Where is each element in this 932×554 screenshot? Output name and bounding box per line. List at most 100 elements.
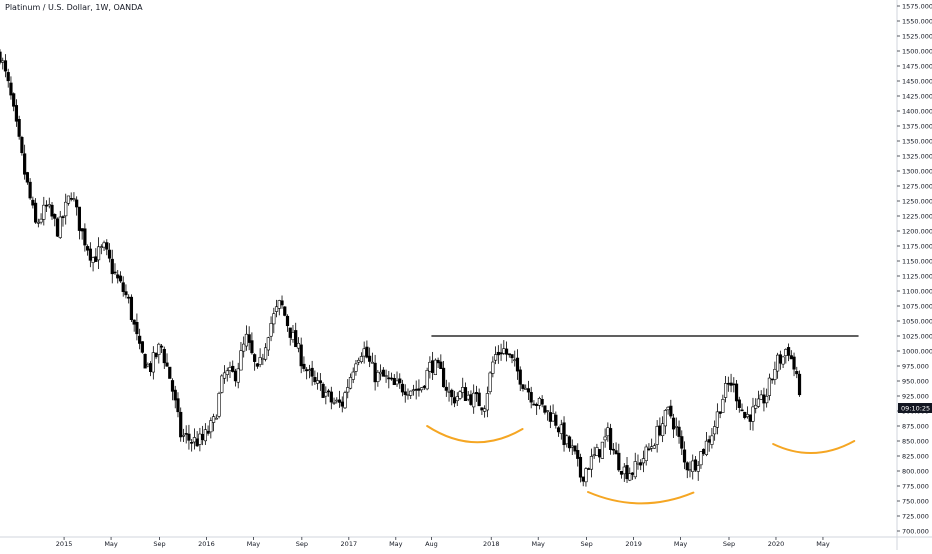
candle-body: [247, 334, 251, 343]
candle-body: [420, 387, 424, 391]
candle-body: [756, 398, 761, 407]
candle-body: [532, 403, 536, 406]
candle-body: [91, 257, 95, 263]
price-axis-label: 975.000: [902, 362, 929, 370]
candle-body: [661, 423, 665, 437]
candle-body: [759, 394, 763, 400]
candle-body: [195, 438, 199, 447]
candle-body: [42, 204, 46, 220]
candle-body: [529, 392, 533, 403]
candle-body: [381, 369, 385, 377]
candle-body: [77, 206, 82, 231]
candle-body: [140, 341, 144, 353]
candle-body: [33, 202, 38, 223]
candle-body: [58, 216, 62, 238]
candle-body: [515, 357, 520, 372]
candle-body: [789, 355, 793, 360]
price-axis-label: 1000.000: [902, 347, 932, 355]
candle-body: [691, 460, 695, 472]
candle-body: [261, 358, 265, 360]
candle-body: [209, 420, 213, 433]
candle-body: [431, 360, 435, 373]
candle-body: [310, 367, 314, 377]
candle-body: [452, 397, 457, 404]
candle-body: [743, 411, 747, 418]
price-axis-label: 1125.000: [902, 272, 932, 280]
candle-body: [543, 405, 547, 413]
candle-body: [540, 399, 544, 405]
chart-title: Platinum / U.S. Dollar, 1W, OANDA: [5, 3, 143, 12]
candle-body: [688, 469, 692, 472]
price-axis-label: 800.000: [902, 467, 929, 475]
candle-body: [562, 422, 566, 446]
candle-body: [463, 387, 468, 401]
candle-body: [340, 401, 344, 407]
candle-body: [17, 119, 21, 137]
candle-body: [55, 218, 60, 237]
candle-body: [94, 256, 98, 262]
candle-body: [546, 410, 550, 412]
candle-body: [23, 153, 27, 175]
candle-body: [633, 461, 637, 478]
candle-body: [784, 349, 788, 356]
candle-body: [187, 433, 191, 441]
candle-body: [677, 426, 681, 437]
candle-body: [378, 371, 383, 375]
time-axis-label: May: [674, 540, 688, 548]
candle-body: [66, 195, 71, 204]
candle-body: [477, 392, 481, 407]
candle-body: [299, 344, 303, 367]
candle-body: [773, 368, 777, 380]
candle-body: [595, 447, 599, 456]
candle-body: [504, 348, 509, 355]
candle-body: [483, 408, 487, 412]
candle-body: [715, 411, 719, 428]
candle-body: [272, 313, 276, 325]
candle-body: [713, 426, 717, 435]
candle-body: [398, 378, 402, 384]
candle-body: [206, 430, 210, 434]
candle-body: [403, 391, 407, 395]
candle-body: [283, 306, 287, 316]
candle-body: [302, 363, 306, 369]
candle-body: [507, 353, 511, 356]
candle-body: [461, 387, 465, 393]
candle-body: [666, 406, 670, 411]
price-axis-label: 1375.000: [902, 122, 932, 130]
price-axis-label: 875.000: [902, 422, 929, 430]
candle-body: [83, 228, 87, 246]
price-axis-label: 700.000: [902, 527, 929, 535]
pattern-arc: [426, 425, 524, 444]
candle-body: [417, 388, 421, 391]
candle-body: [116, 274, 120, 279]
candle-body: [384, 375, 388, 377]
candle-body: [102, 242, 106, 248]
candle-body: [255, 363, 259, 367]
candle-body: [263, 347, 268, 360]
time-axis-label: May: [104, 540, 118, 548]
candle-body: [362, 348, 366, 357]
candle-body: [685, 462, 689, 471]
candle-body: [296, 342, 301, 349]
time-axis-label: Sep: [580, 540, 592, 548]
candle-body: [39, 218, 43, 223]
price-axis-label: 850.000: [902, 437, 929, 445]
candle-body: [250, 340, 254, 354]
time-axis-label: 2019: [625, 540, 642, 548]
candle-body: [214, 417, 218, 420]
candle-body: [31, 199, 35, 206]
price-axis-label: 950.000: [902, 377, 929, 385]
price-axis-label: 1275.000: [902, 182, 932, 190]
candle-body: [305, 369, 309, 372]
candle-body: [778, 354, 782, 364]
candle-body: [266, 337, 270, 351]
candle-body: [176, 398, 180, 413]
candle-body: [25, 172, 29, 183]
candle-body: [795, 371, 799, 375]
candle-body: [110, 258, 114, 275]
candle-body: [622, 466, 626, 475]
price-axis-label: 1175.000: [902, 242, 932, 250]
candle-body: [567, 436, 572, 449]
